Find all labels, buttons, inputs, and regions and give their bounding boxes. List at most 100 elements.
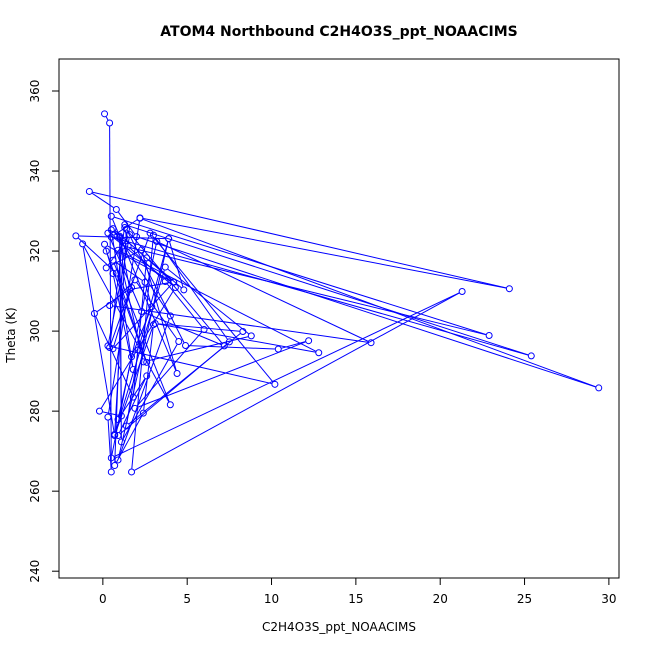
series-segment [120,251,316,352]
data-point [79,240,87,248]
series-segment [119,378,146,433]
data-point [117,438,125,446]
data-point [112,205,120,213]
series-segment [158,323,316,353]
data-point [139,358,147,366]
series-segment [146,336,249,362]
series-segment [100,290,175,409]
data-point [107,233,115,241]
data-point [141,278,149,286]
axes: 0 5 10 15 20 25 30 240 260 280 300 320 340 360 [28,58,620,606]
series-segment [188,345,275,350]
y-tick-label: 280 [28,400,42,423]
series-segment [143,218,507,289]
data-point [274,345,282,353]
series-segment [159,242,369,342]
series-segment [111,233,134,367]
data-point [106,344,114,352]
data-point [128,283,136,291]
series-segment [105,116,109,121]
series-segment [119,240,122,413]
series-segment [102,411,119,416]
data-point [121,223,129,231]
series-segment [167,268,249,335]
data-point [101,240,109,248]
series-segment [112,305,368,343]
data-point [161,277,169,285]
series-segment [114,216,487,335]
y-tick-label: 260 [28,480,42,503]
y-tick-label: 360 [28,80,42,103]
series-segment [138,241,169,347]
series-segment [82,247,115,433]
data-point [151,320,159,328]
data-point [124,242,132,250]
x-tick-label: 0 [99,592,107,606]
x-tick-label: 20 [433,592,448,606]
data-point [107,468,115,476]
series-segment [158,323,240,332]
data-point [114,432,122,440]
series-segment [118,241,169,457]
data-point [146,229,154,237]
series-segment [139,237,596,388]
series-segment [142,218,596,388]
data-point [131,404,139,412]
series-segment [128,333,241,425]
series-segment [126,229,223,344]
series-segment [126,246,486,336]
data-point [109,345,117,353]
data-point [166,312,174,320]
data-point [95,407,103,415]
data-point [128,468,136,476]
data-point [114,456,122,464]
x-tick-label: 30 [601,592,616,606]
data-point [102,247,110,255]
data-point [149,231,157,239]
data-point [458,287,466,295]
data-point [122,422,130,430]
x-tick-label: 5 [183,592,191,606]
data-point [111,462,119,470]
data-point [126,285,134,293]
data-point [138,246,146,254]
data-point [527,352,535,360]
data-point [143,372,151,380]
data-point [182,342,190,350]
data-point [305,337,313,345]
data-point [149,321,157,329]
series-segment [114,292,460,457]
series-segment [114,231,169,314]
data-point [112,269,120,277]
series-segment [91,192,114,208]
series-segment [113,276,134,367]
data-point [106,119,114,127]
series-segment [134,292,460,471]
data-point [107,212,115,220]
data-point [367,339,375,347]
data-point [109,269,117,277]
data-point [595,384,603,392]
series-segment [118,318,170,457]
data-point [165,235,173,243]
data-point [111,430,119,438]
data-point [121,221,129,229]
y-tick-label: 240 [28,560,42,583]
data-point [175,338,183,346]
data-point [271,380,279,388]
data-point [134,346,142,354]
data-point [109,225,117,233]
data-point [90,309,98,317]
series-segment [114,237,529,356]
series-segment [137,341,306,408]
data-point [131,276,139,284]
series-segment [118,244,157,417]
data-point [247,332,255,340]
series-segment [136,331,203,407]
series-segment [127,225,529,356]
data-point [138,307,146,315]
data-point [109,256,117,264]
data-point [104,413,112,421]
data-point [107,226,115,234]
chart-title: ATOM4 Northbound C2H4O3S_ppt_NOAACIMS [160,24,517,40]
